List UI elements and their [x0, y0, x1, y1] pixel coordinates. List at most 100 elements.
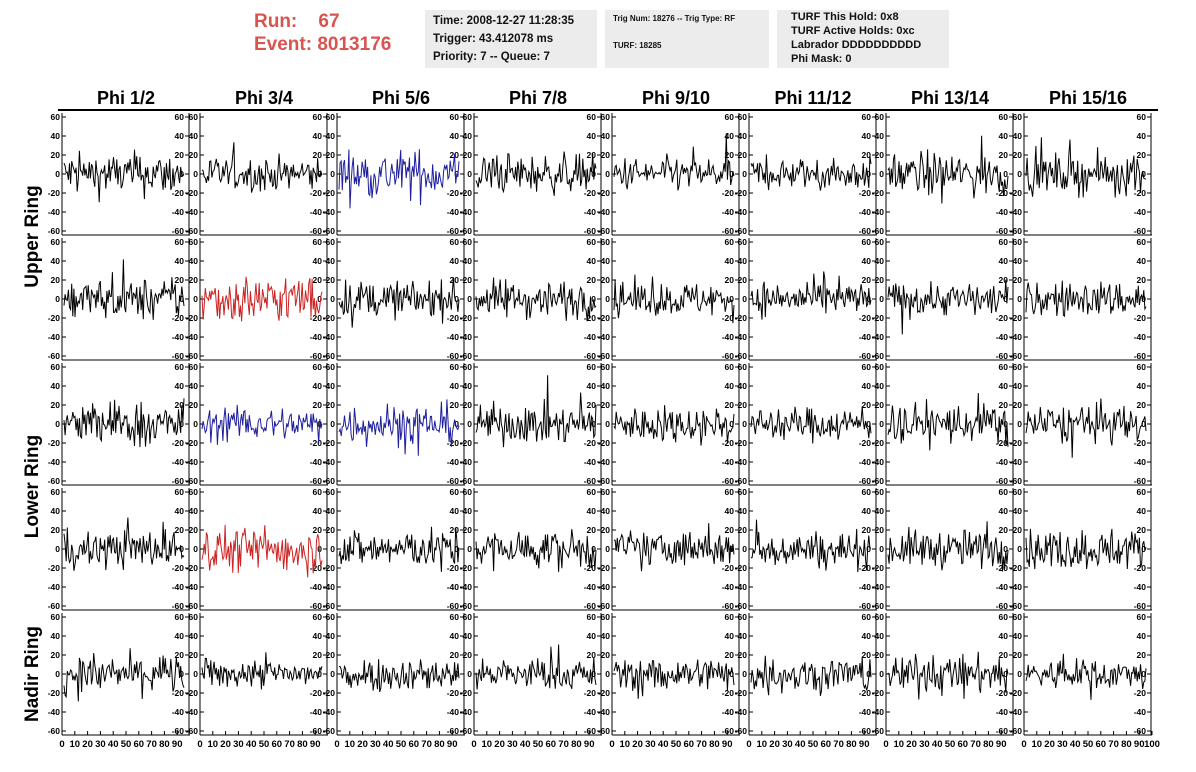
y-tick-label: -40 — [460, 582, 473, 592]
y-tick-label: -20 — [460, 563, 473, 573]
y-tick-label-right: -40 — [447, 332, 460, 342]
y-tick-label-right: 20 — [587, 275, 597, 285]
y-tick-label: 20 — [601, 400, 611, 410]
y-tick-label: -40 — [48, 457, 61, 467]
y-tick-label: 0 — [1017, 294, 1022, 304]
y-tick-label-right: 20 — [175, 275, 185, 285]
y-tick-label-right: 20 — [999, 150, 1009, 160]
y-tick-label-right: 0 — [729, 169, 734, 179]
x-tick-label: 20 — [220, 739, 231, 750]
y-tick-label: -60 — [48, 601, 61, 611]
y-tick-label-right: -60 — [584, 601, 597, 611]
y-tick-label-right: 60 — [725, 237, 735, 247]
y-tick-label-right: 20 — [725, 650, 735, 660]
y-tick-label: 20 — [189, 150, 199, 160]
y-tick-label-right: -60 — [722, 226, 735, 236]
y-tick-label-right: -20 — [447, 313, 460, 323]
y-tick-label-right: 20 — [1137, 650, 1147, 660]
y-tick-label: 40 — [326, 506, 336, 516]
time-text: Time: 2008-12-27 11:28:35 — [433, 15, 575, 27]
y-tick-label: 20 — [51, 525, 61, 535]
y-tick-label: 60 — [463, 362, 473, 372]
y-tick-label: 20 — [1013, 150, 1023, 160]
y-tick-label: 40 — [51, 381, 61, 391]
y-tick-label: -60 — [48, 226, 61, 236]
y-tick-label-right: -20 — [584, 563, 597, 573]
y-tick-label-right: -20 — [310, 688, 323, 698]
y-tick-label: -40 — [735, 707, 748, 717]
y-tick-label: 20 — [326, 150, 336, 160]
y-tick-label: -60 — [1010, 351, 1023, 361]
y-tick-label-right: -40 — [1134, 582, 1147, 592]
y-tick-label: -60 — [460, 726, 473, 736]
y-tick-label-right: 60 — [725, 612, 735, 622]
y-tick-label-right: 60 — [725, 362, 735, 372]
y-tick-label: 0 — [742, 669, 747, 679]
y-tick-label-right: 0 — [866, 169, 871, 179]
x-tick-label: 90 — [722, 739, 733, 750]
y-tick-label-right: -40 — [310, 207, 323, 217]
y-tick-label: 0 — [55, 419, 60, 429]
y-tick-label: -40 — [735, 332, 748, 342]
y-tick-label-right: 60 — [450, 112, 460, 122]
y-tick-label: -60 — [186, 476, 199, 486]
y-tick-label: 40 — [601, 631, 611, 641]
x-tick-label: 10 — [345, 739, 356, 750]
x-tick-label: 60 — [684, 739, 695, 750]
y-tick-label-right: -60 — [859, 601, 872, 611]
y-tick-label: -40 — [872, 707, 885, 717]
waveform-trace — [613, 523, 735, 572]
y-tick-label-right: 60 — [175, 487, 185, 497]
y-tick-label-right: 40 — [1137, 631, 1147, 641]
y-tick-label-right: -20 — [859, 688, 872, 698]
y-tick-label: 0 — [879, 294, 884, 304]
y-tick-label: 0 — [742, 169, 747, 179]
turf-hold-text: TURF This Hold: 0x8 — [791, 11, 899, 23]
y-tick-label-right: -60 — [310, 351, 323, 361]
y-tick-label-right: 20 — [313, 400, 323, 410]
x-tick-label: 70 — [558, 739, 569, 750]
y-tick-label-right: 0 — [1003, 169, 1008, 179]
y-tick-label-right: 20 — [587, 650, 597, 660]
y-tick-label: -60 — [48, 476, 61, 486]
y-tick-label-right: -60 — [722, 351, 735, 361]
y-tick-label-right: 40 — [999, 381, 1009, 391]
x-tick-label: 10 — [70, 739, 81, 750]
y-tick-label-right: 40 — [725, 381, 735, 391]
x-tick-label: 80 — [434, 739, 445, 750]
y-tick-label-right: -40 — [1134, 707, 1147, 717]
y-tick-label-right: 60 — [175, 112, 185, 122]
column-header: Phi 1/2 — [97, 88, 155, 108]
y-tick-label: -40 — [48, 207, 61, 217]
x-tick-label: 60 — [134, 739, 145, 750]
y-tick-label: -40 — [1010, 582, 1023, 592]
y-tick-label: 0 — [467, 419, 472, 429]
x-tick-label: 10 — [1032, 739, 1043, 750]
y-tick-label: 60 — [1013, 362, 1023, 372]
y-tick-label: -60 — [735, 351, 748, 361]
x-tick-label: 30 — [507, 739, 518, 750]
waveform-trace — [201, 652, 323, 690]
y-tick-label: -20 — [598, 313, 611, 323]
x-tick-label: 10 — [757, 739, 768, 750]
y-tick-label-right: 0 — [1003, 669, 1008, 679]
y-tick-label-right: -60 — [172, 351, 185, 361]
y-tick-label: -40 — [735, 457, 748, 467]
y-tick-label-right: 40 — [175, 631, 185, 641]
y-tick-label-right: 20 — [1137, 275, 1147, 285]
y-tick-label-right: -40 — [447, 207, 460, 217]
y-tick-label: 40 — [601, 506, 611, 516]
y-tick-label: 60 — [326, 612, 336, 622]
y-tick-label: 20 — [875, 525, 885, 535]
y-tick-label-right: 0 — [317, 169, 322, 179]
y-tick-label-right: -20 — [996, 688, 1009, 698]
y-tick-label-right: 20 — [175, 150, 185, 160]
